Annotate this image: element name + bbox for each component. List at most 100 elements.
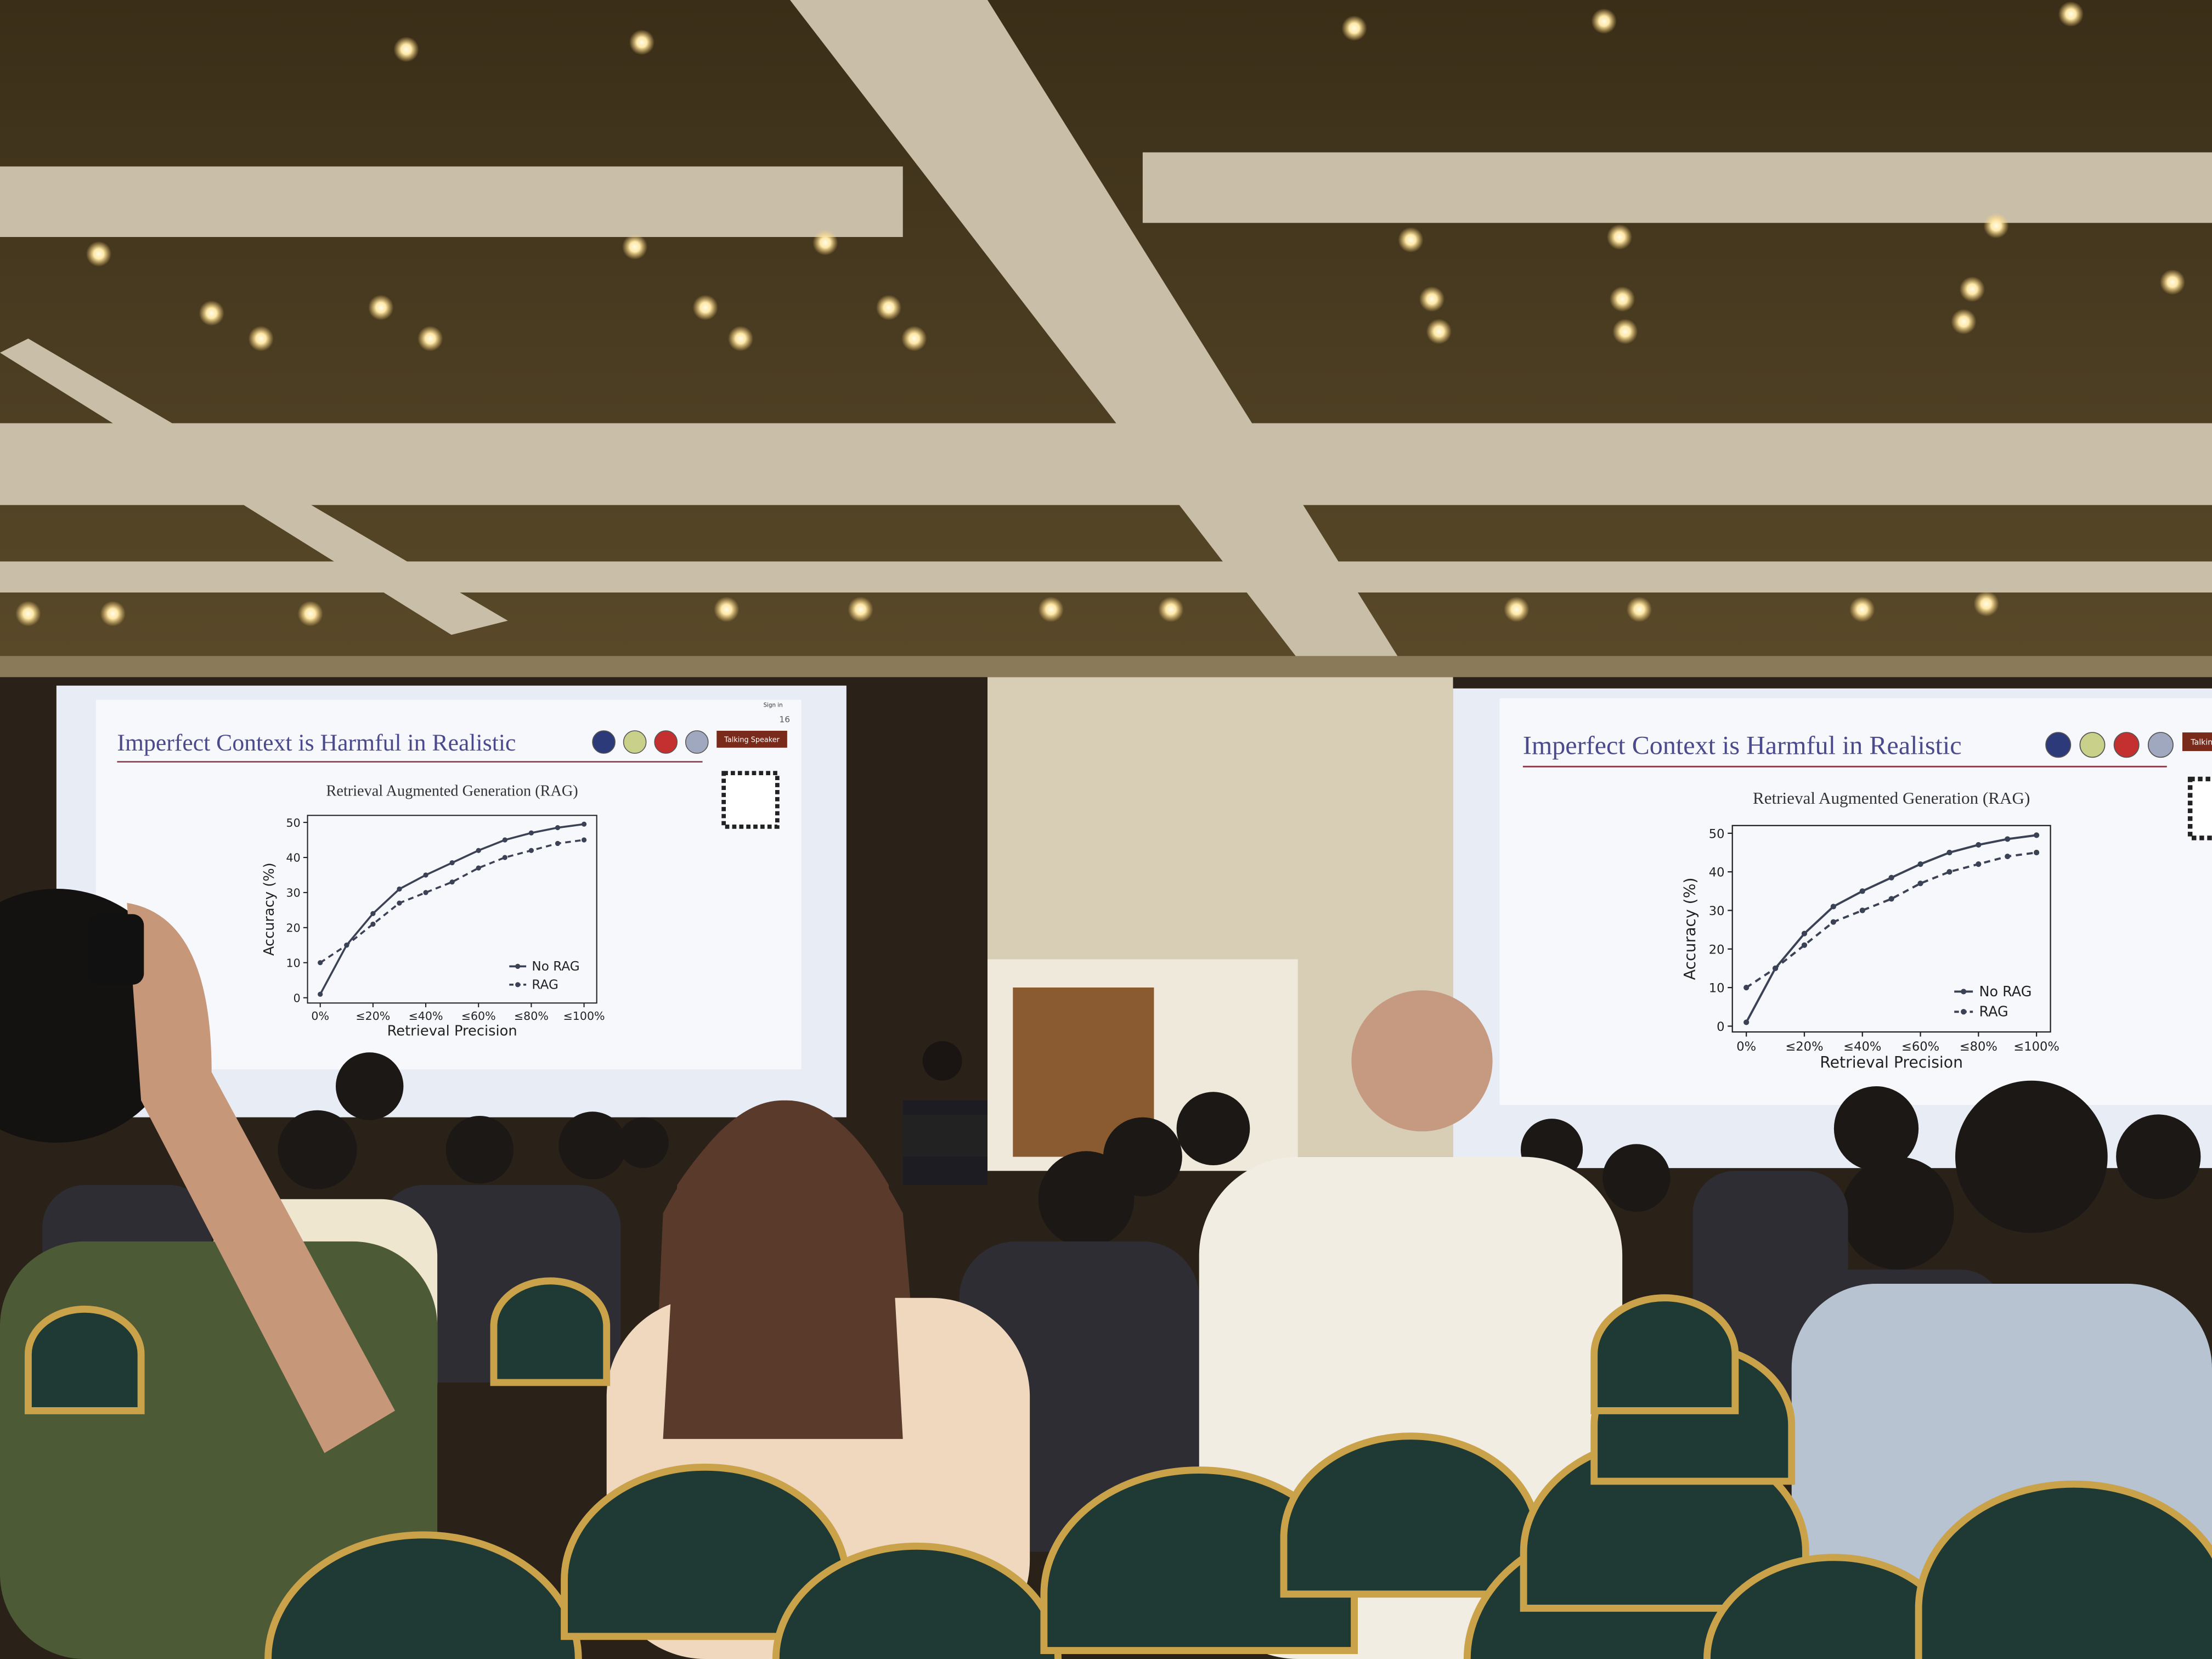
series-marker	[397, 900, 402, 906]
light-bulb	[15, 601, 41, 627]
legend-label: No RAG	[1979, 984, 2032, 1000]
button-label: Talking Speaker	[724, 736, 780, 744]
y-tick-label: 40	[1709, 866, 1725, 880]
x-tick-label: ≤100%	[2013, 1040, 2059, 1054]
series-marker	[1888, 896, 1894, 902]
series-marker	[318, 991, 323, 997]
legend-marker	[515, 982, 521, 988]
light-bulb	[368, 295, 394, 320]
series-marker	[502, 855, 507, 860]
light-bulb	[2058, 1, 2084, 27]
chart-title: Retrieval Augmented Generation (RAG)	[326, 782, 578, 799]
plot-frame	[307, 815, 597, 1004]
x-tick-label: ≤60%	[461, 1009, 496, 1023]
light-bulb	[692, 295, 718, 320]
light-bulb	[901, 326, 927, 352]
series-marker	[449, 860, 455, 866]
slide: Imperfect Context is Harmful in Realisti…	[95, 699, 802, 1070]
light-bulb	[1504, 596, 1530, 622]
light-bulb	[1419, 286, 1445, 312]
series-marker	[1976, 842, 1982, 848]
light-bulb	[1959, 276, 1985, 302]
series-marker	[423, 890, 428, 895]
ceiling-lights	[15, 1, 2186, 627]
logo	[685, 730, 709, 754]
light-bulb	[812, 230, 838, 256]
light-bulb	[1426, 319, 1452, 345]
legend-label: RAG	[1979, 1004, 2008, 1020]
logo	[2147, 732, 2174, 758]
y-tick-label: 20	[1709, 943, 1725, 957]
slide-title: Imperfect Context is Harmful in Realisti…	[1523, 731, 1962, 760]
series-marker	[1801, 930, 1808, 936]
page-number: 16	[779, 715, 790, 725]
series-marker	[528, 830, 534, 836]
button-label: Talking Speaker	[2190, 738, 2212, 747]
slide-title: Imperfect Context is Harmful in Realisti…	[117, 730, 516, 756]
light-bulb	[1610, 286, 1635, 312]
y-tick-label: 30	[286, 887, 301, 900]
light-bulb	[199, 300, 224, 326]
light-bulb	[1341, 15, 1367, 41]
series-marker	[1859, 888, 1865, 894]
series-marker	[1743, 985, 1750, 991]
series-marker	[1946, 869, 1953, 875]
logo	[623, 730, 647, 754]
series-marker	[370, 911, 376, 916]
y-axis-label: Accuracy (%)	[1681, 877, 1699, 980]
series-marker	[1976, 861, 1982, 867]
light-bulb	[1038, 596, 1064, 622]
series-line	[1746, 851, 2037, 989]
legend-marker	[1961, 989, 1967, 995]
legend-label: RAG	[532, 978, 558, 992]
series-marker	[555, 840, 561, 847]
button	[716, 731, 787, 748]
series-marker	[1859, 907, 1865, 913]
legend-label: No RAG	[532, 960, 579, 974]
series-marker	[476, 865, 481, 871]
series-marker	[1743, 1019, 1750, 1025]
x-tick-label: ≤20%	[356, 1009, 390, 1023]
light-bulb	[1606, 224, 1633, 250]
series-marker	[1946, 849, 1953, 856]
chair-back	[1915, 1480, 2212, 1659]
logo	[2079, 732, 2106, 758]
series-marker	[423, 872, 428, 878]
light-bulb	[1591, 8, 1617, 34]
light-bulb	[727, 326, 754, 352]
series-marker	[581, 821, 587, 827]
chart-title: Retrieval Augmented Generation (RAG)	[1753, 788, 2030, 808]
series-marker	[2005, 853, 2011, 860]
series-marker	[370, 921, 376, 927]
light-bulb	[1951, 309, 1977, 335]
x-tick-label: ≤80%	[1960, 1040, 1997, 1054]
series-marker	[1772, 965, 1779, 972]
y-tick-label: 50	[1709, 827, 1725, 841]
y-axis-label: Accuracy (%)	[261, 862, 278, 956]
qr-code	[2187, 776, 2212, 840]
y-tick-label: 10	[286, 956, 301, 969]
light-bulb	[1398, 227, 1424, 253]
series-marker	[1830, 904, 1836, 910]
chair-back	[25, 1305, 145, 1414]
series-marker	[1830, 919, 1836, 925]
qr-code	[721, 771, 780, 829]
logo	[654, 730, 678, 754]
series-marker	[2034, 849, 2040, 856]
x-axis-label: Retrieval Precision	[387, 1023, 517, 1039]
series-marker	[476, 848, 481, 853]
legend-marker	[1961, 1009, 1967, 1015]
series-marker	[1888, 874, 1894, 881]
chair-back	[490, 1277, 611, 1386]
y-tick-label: 20	[286, 922, 301, 935]
series-marker	[1917, 881, 1923, 887]
light-bulb	[1158, 596, 1184, 622]
x-tick-label: ≤100%	[563, 1009, 605, 1023]
light-bulb	[417, 326, 443, 352]
series-marker	[2005, 836, 2011, 842]
light-bulb	[86, 241, 112, 267]
x-tick-label: ≤40%	[409, 1009, 443, 1023]
x-tick-label: 0%	[1736, 1040, 1756, 1054]
series-marker	[502, 837, 507, 843]
